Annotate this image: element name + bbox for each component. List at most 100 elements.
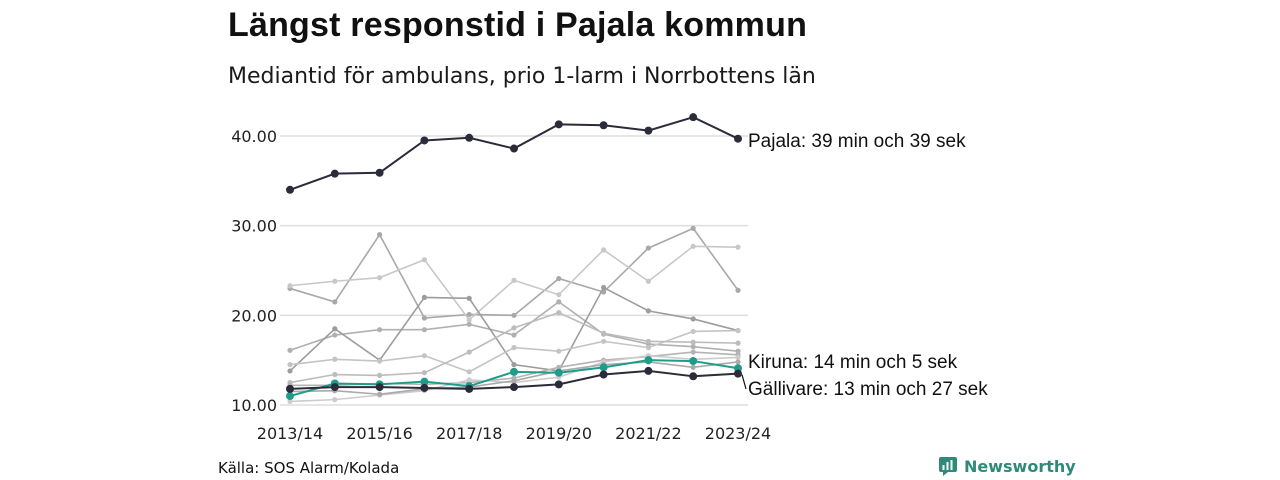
data-point [556, 364, 562, 370]
x-tick-label: 2017/18 [436, 424, 502, 443]
x-tick-label: 2015/16 [346, 424, 412, 443]
data-point [644, 126, 653, 135]
data-point [332, 397, 338, 403]
data-point [510, 383, 518, 392]
x-tick-label: 2021/22 [615, 424, 681, 443]
data-point [689, 113, 698, 122]
background-series [287, 225, 741, 405]
data-point [644, 356, 653, 365]
data-point [601, 330, 607, 336]
series-pajala [286, 113, 742, 194]
data-point [735, 348, 741, 354]
annotation-kiruna: Kiruna: 14 min och 5 sek [748, 352, 958, 373]
x-tick-label: 2013/14 [257, 424, 323, 443]
brand[interactable]: Newsworthy [938, 456, 1076, 476]
data-point [690, 328, 696, 335]
data-point [465, 133, 474, 142]
data-point [421, 327, 427, 333]
data-point [645, 308, 652, 314]
data-point [510, 367, 518, 376]
y-tick-label: 20.00 [231, 306, 277, 325]
data-point [420, 136, 429, 145]
data-point [332, 278, 338, 284]
data-point [735, 244, 741, 250]
data-point [734, 134, 742, 143]
annotation-gällivare: Gällivare: 13 min och 27 sek [748, 379, 988, 400]
data-point [466, 295, 472, 301]
data-point [466, 321, 472, 327]
data-point [735, 354, 741, 361]
data-point [511, 345, 517, 351]
data-point [377, 327, 383, 333]
data-point [421, 353, 427, 359]
y-tick-label: 10.00 [231, 396, 277, 415]
series-annotations: Pajala: 39 min och 39 sek Kiruna: 14 min … [741, 131, 988, 400]
data-point [511, 362, 517, 368]
data-point [286, 185, 294, 194]
data-point [377, 232, 383, 238]
data-point [690, 364, 696, 370]
data-point [599, 363, 608, 372]
x-axis-ticks: 2013/14 2015/16 2017/18 2019/20 2021/22 2023/… [257, 424, 771, 443]
data-point [375, 383, 384, 392]
data-point [377, 372, 383, 379]
x-tick-label: 2019/20 [526, 424, 592, 443]
data-point [466, 349, 472, 355]
data-point [421, 370, 427, 376]
chart-subtitle: Mediantid för ambulans, prio 1-larm i No… [228, 64, 816, 89]
y-tick-label: 30.00 [231, 217, 277, 236]
data-point [511, 312, 517, 318]
data-point [332, 371, 338, 378]
data-point [466, 369, 472, 375]
data-point [511, 325, 517, 331]
data-point [735, 340, 741, 346]
data-point [735, 359, 741, 365]
data-point [511, 332, 517, 338]
data-point [421, 257, 427, 263]
data-point [735, 327, 741, 334]
data-point [511, 277, 517, 283]
data-point [690, 225, 696, 231]
data-point [377, 275, 383, 281]
series-other [287, 310, 741, 386]
data-point [556, 310, 562, 316]
data-point [510, 144, 518, 153]
data-point [734, 369, 742, 378]
series-line [289, 227, 739, 319]
data-point [466, 377, 472, 383]
data-point [286, 384, 294, 393]
data-point [287, 398, 293, 405]
data-point [690, 243, 696, 249]
data-point [554, 380, 563, 389]
page-title: Längst responstid i Pajala kommun [228, 6, 808, 44]
data-point [645, 345, 652, 351]
data-point [332, 299, 338, 305]
data-point [690, 344, 696, 350]
data-point [735, 287, 741, 293]
data-point [286, 392, 294, 401]
series-line [289, 245, 739, 321]
data-point [287, 283, 293, 289]
data-point [375, 168, 384, 177]
data-point [287, 368, 293, 374]
data-point [645, 278, 652, 284]
series-kiruna [286, 356, 742, 401]
data-point [465, 384, 474, 393]
brand-name: Newsworthy [964, 456, 1076, 476]
data-point [511, 378, 517, 384]
data-point [377, 358, 383, 364]
data-point [689, 357, 698, 366]
data-point [420, 383, 429, 392]
data-point [332, 332, 338, 338]
series-other [287, 243, 741, 323]
data-point [690, 316, 696, 322]
series-line [289, 116, 739, 191]
data-point [556, 275, 562, 282]
data-point [644, 366, 653, 375]
series-gällivare [286, 366, 742, 393]
data-point [332, 326, 338, 332]
source-note: Källa: SOS Alarm/Kolada [218, 459, 400, 477]
data-point [556, 299, 562, 305]
annotation-leader [741, 374, 747, 390]
data-point [645, 338, 652, 344]
